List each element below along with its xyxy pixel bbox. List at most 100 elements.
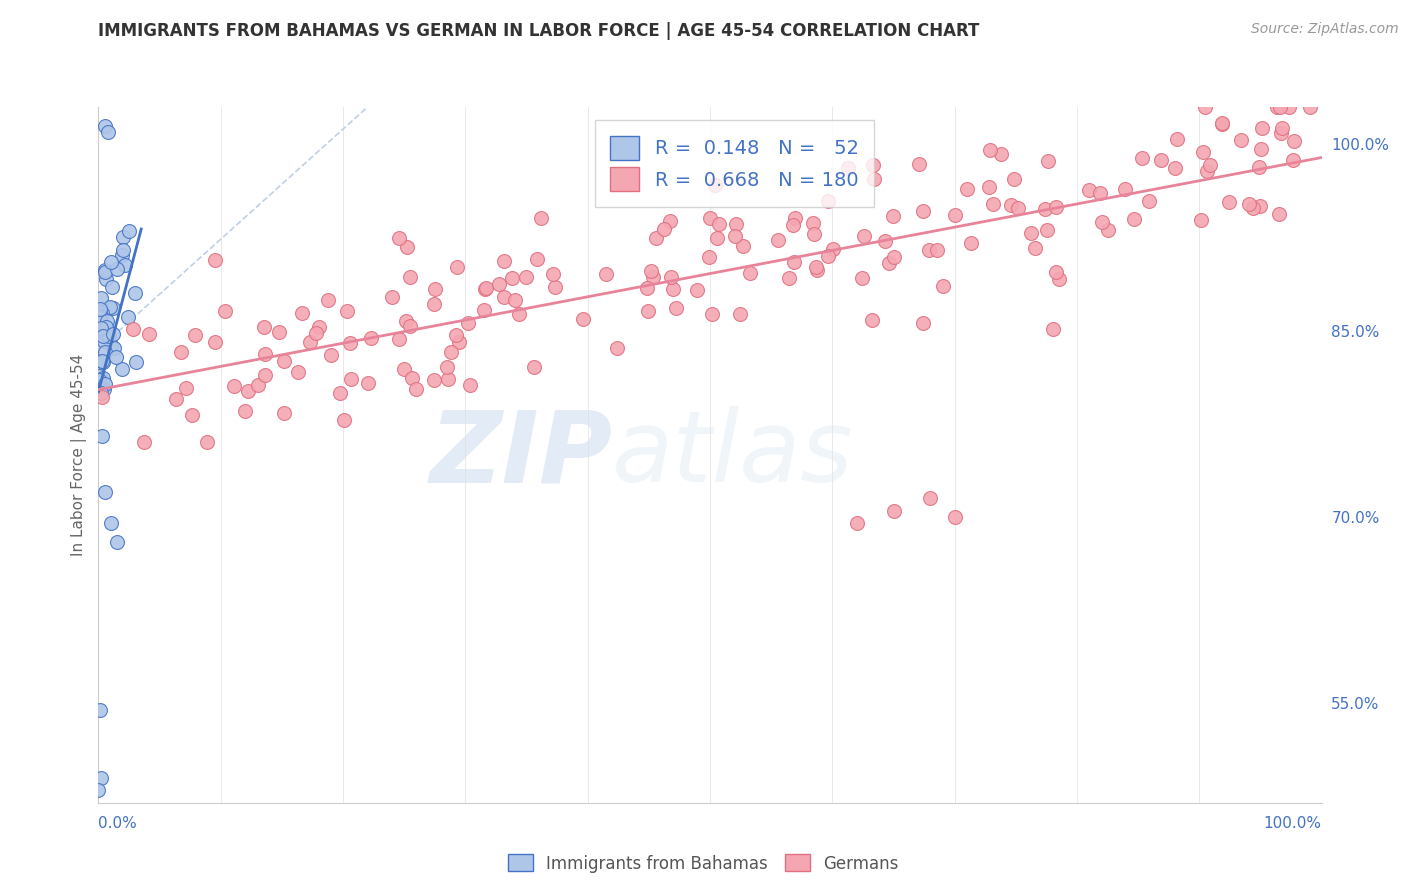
- Point: [862, 313, 884, 327]
- Point: [395, 313, 418, 327]
- Point: [544, 280, 567, 294]
- Point: [702, 307, 724, 321]
- Point: [329, 386, 352, 401]
- Point: [918, 244, 941, 258]
- Point: [707, 217, 730, 231]
- Point: [94, 262, 117, 277]
- Point: [730, 306, 752, 320]
- Point: [488, 277, 510, 292]
- Point: [90, 305, 112, 319]
- Point: [883, 504, 905, 518]
- Point: [1265, 100, 1288, 114]
- Point: [1047, 272, 1070, 286]
- Point: [960, 236, 983, 251]
- Point: [222, 379, 245, 393]
- Point: [238, 384, 260, 399]
- Point: [738, 266, 761, 280]
- Point: [1237, 196, 1260, 211]
- Point: [1035, 222, 1057, 236]
- Point: [1077, 183, 1099, 197]
- Point: [1164, 161, 1187, 175]
- Point: [114, 258, 136, 272]
- Point: [457, 316, 479, 330]
- Text: atlas: atlas: [612, 407, 853, 503]
- Point: [882, 209, 904, 223]
- Point: [122, 322, 145, 336]
- Point: [508, 307, 530, 321]
- Point: [165, 392, 187, 406]
- Point: [1045, 200, 1067, 214]
- Point: [686, 284, 709, 298]
- Point: [845, 516, 868, 531]
- Point: [1270, 126, 1292, 140]
- Point: [339, 372, 361, 386]
- Point: [176, 381, 198, 395]
- Point: [659, 270, 682, 285]
- Point: [595, 267, 617, 281]
- Point: [94, 265, 117, 279]
- Point: [170, 344, 193, 359]
- Point: [89, 301, 111, 316]
- Point: [405, 382, 427, 396]
- Point: [273, 406, 295, 420]
- Point: [1090, 186, 1112, 200]
- Point: [801, 216, 824, 230]
- Point: [111, 243, 134, 257]
- Point: [851, 271, 873, 285]
- Point: [394, 362, 416, 376]
- Point: [100, 255, 122, 269]
- Point: [273, 354, 295, 368]
- Point: [269, 325, 291, 339]
- Point: [658, 214, 681, 228]
- Point: [956, 182, 979, 196]
- Point: [1150, 153, 1173, 168]
- Point: [401, 371, 423, 385]
- Point: [96, 327, 118, 342]
- Point: [125, 355, 148, 369]
- Point: [101, 326, 124, 341]
- Point: [305, 326, 328, 341]
- Point: [911, 203, 934, 218]
- Point: [399, 270, 422, 285]
- Point: [253, 347, 276, 361]
- Point: [1282, 153, 1305, 167]
- Point: [1024, 241, 1046, 255]
- Point: [111, 247, 134, 261]
- Point: [572, 312, 595, 326]
- Point: [1033, 202, 1056, 216]
- Point: [1197, 163, 1219, 178]
- Point: [1137, 194, 1160, 208]
- Point: [1000, 198, 1022, 212]
- Point: [253, 319, 276, 334]
- Point: [321, 348, 343, 362]
- Point: [87, 310, 110, 324]
- Point: [932, 279, 955, 293]
- Point: [877, 256, 900, 270]
- Point: [96, 314, 118, 328]
- Point: [214, 303, 236, 318]
- Point: [1268, 207, 1291, 221]
- Point: [981, 197, 1004, 211]
- Point: [388, 332, 411, 346]
- Point: [637, 304, 659, 318]
- Point: [381, 290, 404, 304]
- Point: [111, 362, 134, 376]
- Point: [662, 281, 685, 295]
- Point: [308, 320, 330, 334]
- Point: [778, 271, 800, 285]
- Point: [1122, 211, 1144, 226]
- Point: [1298, 100, 1320, 114]
- Point: [399, 319, 422, 334]
- Point: [437, 372, 460, 386]
- Point: [803, 227, 825, 241]
- Point: [1282, 134, 1305, 148]
- Point: [883, 250, 905, 264]
- Point: [862, 158, 884, 172]
- Point: [425, 283, 447, 297]
- Point: [1045, 265, 1067, 279]
- Point: [91, 329, 114, 343]
- Point: [87, 783, 110, 797]
- Point: [90, 309, 112, 323]
- Point: [806, 260, 828, 275]
- Point: [1130, 151, 1153, 165]
